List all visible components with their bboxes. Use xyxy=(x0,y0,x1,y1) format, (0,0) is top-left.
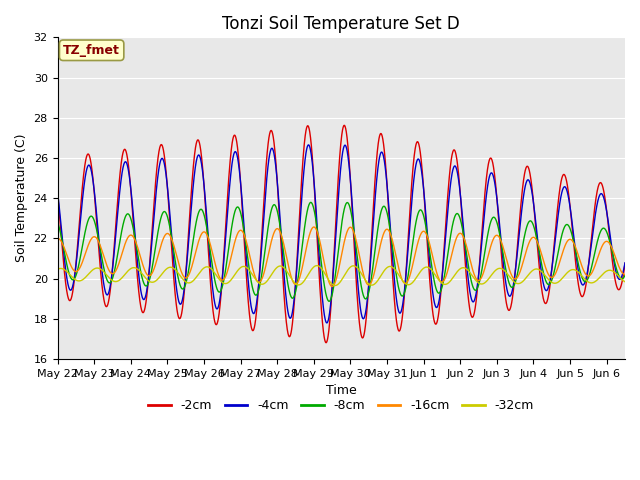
-2cm xyxy=(271,151,279,156)
-32cm xyxy=(271,266,279,272)
-2cm xyxy=(152,176,160,181)
-16cm xyxy=(54,236,61,241)
-2cm xyxy=(549,253,557,259)
-8cm xyxy=(307,200,314,205)
-2cm xyxy=(322,340,330,346)
-4cm xyxy=(118,169,126,175)
-16cm xyxy=(271,228,279,233)
-16cm xyxy=(310,224,318,230)
-4cm xyxy=(296,224,303,229)
-32cm xyxy=(332,283,339,288)
-16cm xyxy=(549,274,557,280)
-4cm xyxy=(54,189,61,194)
-2cm xyxy=(296,208,303,214)
-32cm xyxy=(152,278,160,284)
-8cm xyxy=(621,273,629,278)
-4cm xyxy=(549,256,557,262)
-4cm xyxy=(271,158,279,164)
Line: -32cm: -32cm xyxy=(58,265,625,286)
X-axis label: Time: Time xyxy=(326,384,356,397)
Line: -4cm: -4cm xyxy=(58,145,625,323)
-16cm xyxy=(328,284,336,289)
-2cm xyxy=(611,272,618,277)
-32cm xyxy=(611,269,618,275)
-8cm xyxy=(549,273,557,279)
-32cm xyxy=(621,279,629,285)
-4cm xyxy=(323,320,331,326)
-2cm xyxy=(118,154,126,159)
-8cm xyxy=(325,299,333,304)
-32cm xyxy=(118,275,126,280)
-16cm xyxy=(621,272,629,277)
-4cm xyxy=(611,260,618,266)
-4cm xyxy=(152,192,160,197)
-8cm xyxy=(118,226,126,231)
-16cm xyxy=(296,275,303,280)
Legend: -2cm, -4cm, -8cm, -16cm, -32cm: -2cm, -4cm, -8cm, -16cm, -32cm xyxy=(143,394,540,417)
-8cm xyxy=(54,219,61,225)
Line: -8cm: -8cm xyxy=(58,203,625,301)
-2cm xyxy=(621,261,629,266)
Line: -16cm: -16cm xyxy=(58,227,625,287)
-2cm xyxy=(54,190,61,196)
Y-axis label: Soil Temperature (C): Soil Temperature (C) xyxy=(15,134,28,263)
-16cm xyxy=(152,260,160,266)
Text: TZ_fmet: TZ_fmet xyxy=(63,44,120,57)
-16cm xyxy=(118,250,126,256)
Title: Tonzi Soil Temperature Set D: Tonzi Soil Temperature Set D xyxy=(222,15,460,33)
-32cm xyxy=(54,266,61,272)
-4cm xyxy=(305,142,312,148)
-32cm xyxy=(313,263,321,268)
-8cm xyxy=(271,203,279,208)
-32cm xyxy=(549,280,557,286)
-8cm xyxy=(611,257,618,263)
-4cm xyxy=(621,260,629,266)
Line: -2cm: -2cm xyxy=(58,125,625,343)
-8cm xyxy=(152,241,160,247)
-32cm xyxy=(296,282,303,288)
-8cm xyxy=(296,263,303,269)
-16cm xyxy=(611,251,618,257)
-2cm xyxy=(340,122,348,128)
